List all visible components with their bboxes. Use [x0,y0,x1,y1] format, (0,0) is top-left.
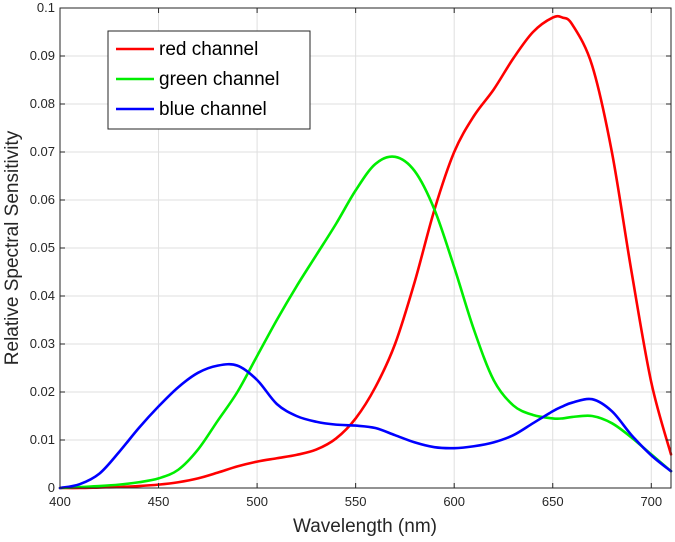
x-tick-label: 550 [345,494,367,509]
x-tick-label: 400 [49,494,71,509]
blue-channel-line [58,362,673,490]
x-tick-label: 600 [443,494,465,509]
x-tick-label: 650 [542,494,564,509]
y-tick-label: 0 [48,480,55,495]
y-tick-label: 0.04 [30,288,55,303]
green-channel-line [58,155,673,490]
legend-items: red channel green channel blue channel [116,39,279,120]
y-tick-label: 0.02 [30,384,55,399]
red-channel-line [58,14,673,490]
grid-layer [60,8,671,488]
y-tick-label: 0.06 [30,192,55,207]
series-layer [58,14,673,490]
y-tick-label: 0.1 [37,0,55,15]
legend: red channel green channel blue channel [107,30,311,130]
y-tick-label: 0.03 [30,336,55,351]
x-tick-label: 450 [148,494,170,509]
y-tick-label: 0.09 [30,48,55,63]
tick-label-layer: 400 450 500 550 600 650 700 0 0.01 0.02 0.03 0.04 0.… [30,0,662,509]
legend-label-blue-channel: blue channel [159,99,267,120]
y-tick-label: 0.01 [30,432,55,447]
y-tick-label: 0.05 [30,240,55,255]
x-axis-label: Wavelength (nm) [293,516,437,537]
x-tick-label: 700 [640,494,662,509]
x-tick-label: 500 [246,494,268,509]
tick-layer [59,7,671,489]
legend-label-red-channel: red channel [159,39,258,60]
y-tick-label: 0.08 [30,96,55,111]
legend-label-green-channel: green channel [159,69,279,90]
y-tick-label: 0.07 [30,144,55,159]
y-axis-label: Relative Spectral Sensitivity [2,130,23,365]
